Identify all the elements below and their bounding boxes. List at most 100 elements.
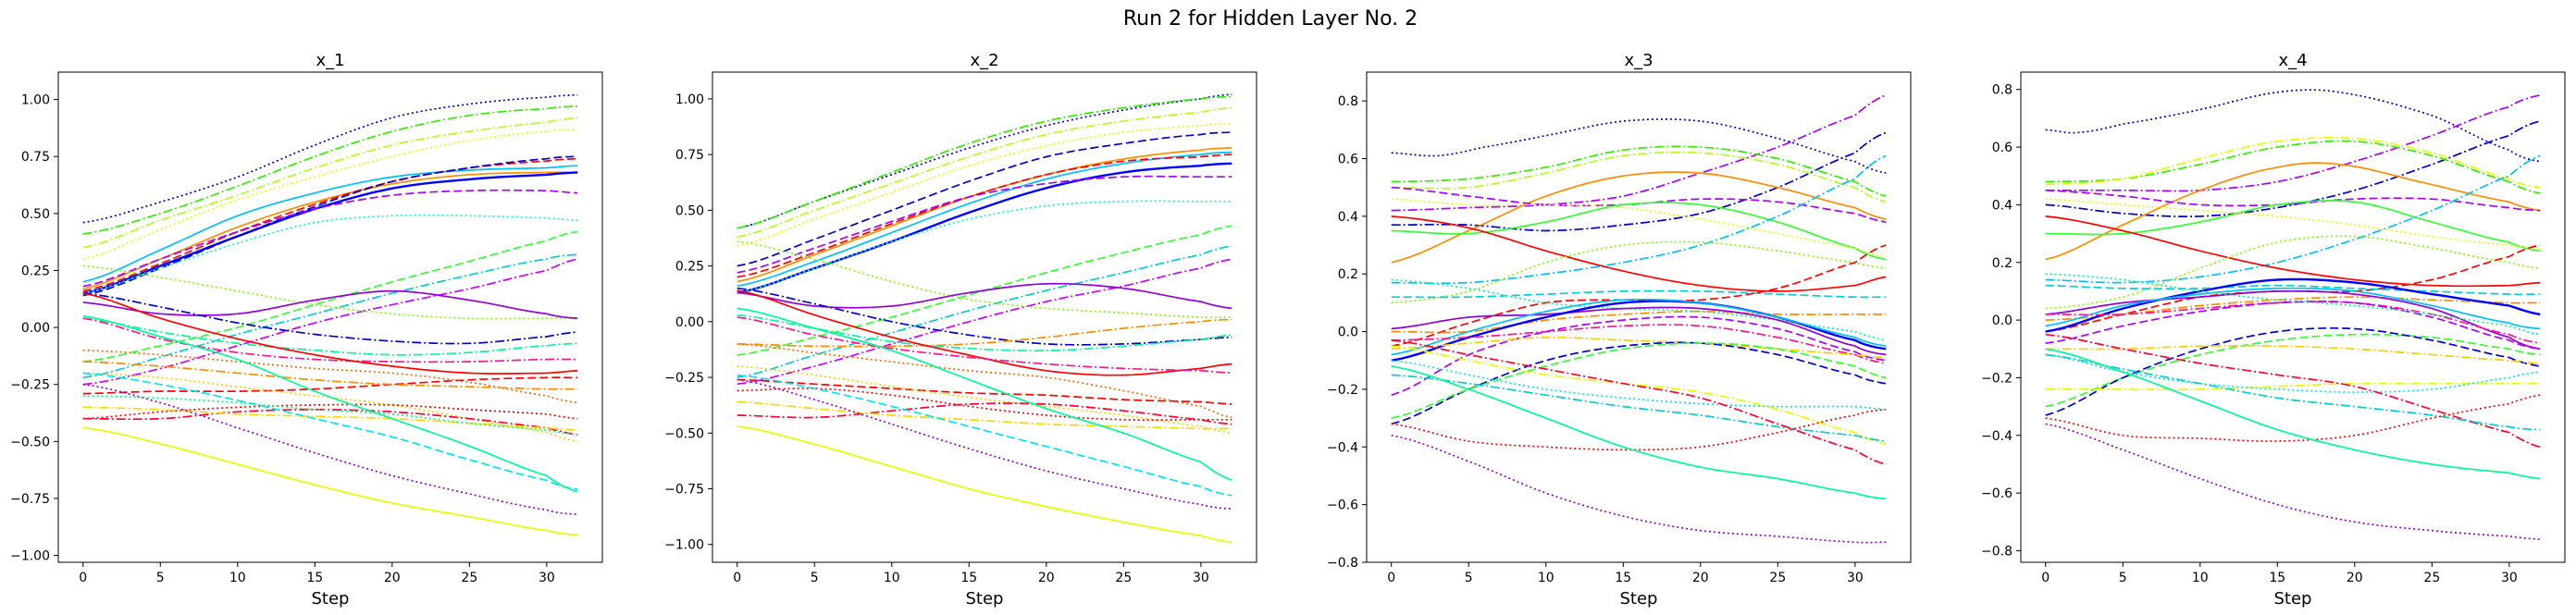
x-axis-label: Step <box>2274 589 2312 609</box>
series-line <box>2045 423 2541 540</box>
subplot-title: x_3 <box>1624 51 1653 70</box>
series-line <box>1391 131 1887 232</box>
series-line <box>2045 89 2541 163</box>
subplot-title: x_4 <box>2278 51 2307 70</box>
series-line <box>2045 162 2541 261</box>
series-line <box>82 157 578 292</box>
series-line <box>82 230 578 363</box>
y-tick-label: 0.4 <box>1992 198 2012 213</box>
series-line <box>82 165 578 283</box>
y-tick-label: −0.4 <box>1327 440 1358 455</box>
series-line <box>82 372 578 443</box>
series-line <box>737 151 1232 288</box>
series-line <box>1391 118 1887 174</box>
x-tick-label: 25 <box>461 571 477 585</box>
series-line <box>1391 315 1887 397</box>
series-line <box>737 307 1232 481</box>
series-line <box>2045 140 2541 194</box>
x-tick-label: 25 <box>2423 571 2440 585</box>
x-tick-label: 0 <box>733 571 741 585</box>
series-line <box>737 365 1232 435</box>
series-line <box>1391 306 1887 356</box>
series-line <box>2045 353 2541 431</box>
y-tick-label: −0.6 <box>1981 486 2012 501</box>
y-tick-label: 0.50 <box>675 203 704 218</box>
series-line <box>737 245 1232 378</box>
subplot-title: x_2 <box>970 51 998 70</box>
series-line <box>1391 374 1887 442</box>
series-line <box>82 155 578 297</box>
axes-frame <box>57 71 603 563</box>
series-line <box>737 314 1232 352</box>
series-line <box>82 426 578 536</box>
series-line <box>1391 336 1887 359</box>
series-line <box>2045 289 2541 351</box>
series-line <box>1391 240 1887 304</box>
series-line <box>1391 339 1887 465</box>
plot-area <box>737 93 1232 544</box>
y-tick-label: 0.6 <box>1992 141 2012 155</box>
x-tick-label: 0 <box>79 571 87 585</box>
series-line <box>82 93 578 224</box>
series-line <box>82 171 578 295</box>
plot-area <box>2045 89 2541 540</box>
series-line <box>82 214 578 294</box>
y-tick-label: 0.2 <box>1338 267 1358 282</box>
x-tick-label: 15 <box>306 571 323 585</box>
y-tick-label: 0.4 <box>1338 210 1358 225</box>
series-line <box>82 376 578 395</box>
series-line <box>1391 365 1887 500</box>
series-line <box>82 171 578 290</box>
series-line <box>82 372 578 490</box>
series-line <box>737 95 1232 229</box>
y-tick-label: −0.25 <box>664 371 704 386</box>
series-line <box>2045 348 2541 480</box>
series-line <box>2045 333 2541 408</box>
x-tick-label: 30 <box>1193 571 1209 585</box>
series-line <box>737 282 1232 310</box>
y-tick-label: −0.4 <box>1981 429 2012 444</box>
figure-title: Run 2 for Hidden Layer No. 2 <box>1123 7 1418 31</box>
x-tick-label: 0 <box>1387 571 1395 585</box>
series-line <box>2045 284 2541 296</box>
series-line <box>1391 345 1887 446</box>
series-line <box>2045 235 2541 310</box>
y-tick-label: −0.75 <box>664 483 704 498</box>
x-tick-label: 20 <box>2347 571 2363 585</box>
x-tick-label: 25 <box>1769 571 1786 585</box>
series-line <box>82 395 578 436</box>
series-line <box>1391 359 1887 411</box>
plot-area <box>1391 94 1887 544</box>
series-line <box>737 400 1232 430</box>
series-line <box>1391 202 1887 261</box>
series-line <box>82 189 578 288</box>
series-line <box>737 200 1232 294</box>
x-tick-label: 10 <box>2192 571 2209 585</box>
y-tick-label: −0.50 <box>10 435 50 449</box>
y-tick-label: 0.00 <box>21 321 50 336</box>
series-line <box>2045 353 2541 393</box>
subplot-x3: 0 5 10 15 20 25 30 −0.8 −0.6 −0.4 −0.2 0.0 0.2 0.4 0.6… <box>1327 51 1912 609</box>
y-tick-label: 0.8 <box>1992 83 2012 98</box>
series-line <box>1391 94 1887 212</box>
series-line <box>737 131 1232 267</box>
plot-area <box>82 93 578 536</box>
x-tick-label: 30 <box>2501 571 2518 585</box>
series-line <box>737 258 1232 386</box>
series-line <box>2045 215 2541 288</box>
y-tick-label: 0.0 <box>1338 326 1358 340</box>
subplot-x1: 0 5 10 15 20 25 30 −1.00 −0.75 −0.50 −0.25 0.00 0.25… <box>10 51 603 609</box>
y-tick-label: −0.2 <box>1981 371 2012 386</box>
series-line <box>2045 382 2541 391</box>
x-axis-label: Step <box>1620 589 1658 609</box>
series-line <box>1391 145 1887 197</box>
series-line <box>1391 215 1887 292</box>
series-line <box>1391 342 1887 419</box>
series-line <box>2045 94 2541 192</box>
series-line <box>82 317 578 356</box>
series-line <box>2045 136 2541 189</box>
axes-frame <box>2020 71 2566 563</box>
y-tick-label: −0.8 <box>1327 556 1358 571</box>
series-line <box>737 240 1232 319</box>
x-tick-label: 10 <box>884 571 900 585</box>
